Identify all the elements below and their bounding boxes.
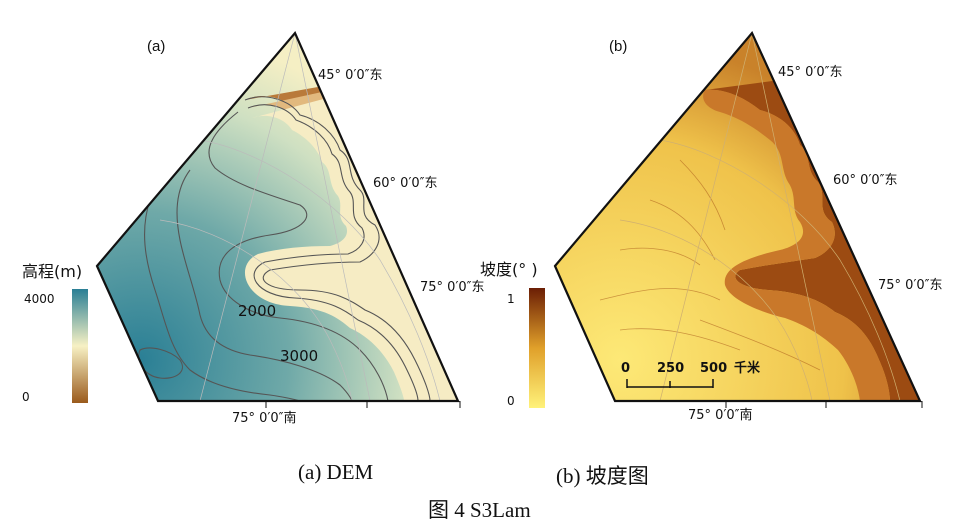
dem-legend-colorbar: [72, 289, 88, 403]
graticule-label-75s: 75° 0′0″南: [232, 410, 297, 426]
panel-b-label: (b): [609, 38, 627, 55]
figure-caption: 图 4 S3Lam: [428, 498, 531, 522]
dem-legend-title: 高程(m): [22, 262, 82, 281]
dem-legend-min: 0: [22, 390, 30, 404]
graticule-label-75e: 75° 0′0″东: [420, 280, 485, 295]
slope-legend-min: 0: [507, 394, 515, 408]
contour-label-3000: 3000: [280, 347, 318, 365]
graticule-label-75s-b: 75° 0′0″南: [688, 407, 753, 423]
slope-legend: 坡度(° ) 1 0: [480, 260, 545, 408]
scale-bar-unit: 千米: [734, 360, 761, 376]
dem-legend: 高程(m) 4000 0: [22, 262, 88, 404]
caption-slope: (b) 坡度图: [556, 464, 649, 488]
scale-bar: 0 250 500 千米: [621, 360, 761, 388]
slope-legend-colorbar: [529, 288, 545, 408]
slope-texture: [599, 159, 821, 371]
scale-bar-label-250: 250: [657, 361, 684, 376]
dem-legend-max: 4000: [24, 292, 55, 306]
dem-frame-ticks: [265, 401, 461, 408]
slope-map-panel: [553, 30, 923, 408]
caption-dem: (a) DEM: [298, 460, 374, 484]
dem-contours: [138, 96, 431, 401]
graticule-label-60e: 60° 0′0″东: [373, 176, 438, 191]
graticule-label-60e-b: 60° 0′0″东: [833, 173, 898, 188]
slope-raster: [555, 33, 920, 401]
slope-frame-ticks: [725, 401, 923, 408]
slope-legend-title: 坡度(° ): [480, 260, 538, 279]
dem-raster: [97, 33, 458, 401]
slope-legend-max: 1: [507, 292, 515, 306]
graticule-label-45e: 45° 0′0″东: [318, 68, 383, 83]
graticule-label-75e-b: 75° 0′0″东: [878, 278, 943, 293]
graticule-label-45e-b: 45° 0′0″东: [778, 65, 843, 80]
panel-a-label: (a): [147, 38, 165, 55]
scale-bar-label-500: 500: [700, 361, 727, 376]
slope-graticule: [619, 33, 901, 401]
contour-label-2000: 2000: [238, 302, 276, 320]
scale-bar-label-0: 0: [621, 361, 630, 376]
